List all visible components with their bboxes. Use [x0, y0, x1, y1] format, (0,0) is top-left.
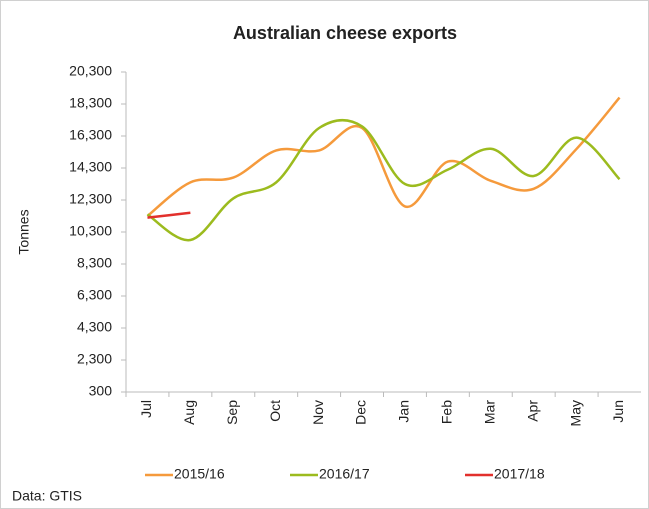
- x-tick-label: Apr: [524, 400, 540, 422]
- x-tick-label: Dec: [353, 400, 369, 425]
- line-series: [146, 96, 621, 217]
- x-tick-label: Nov: [310, 400, 326, 425]
- x-tick-label: Oct: [267, 400, 283, 422]
- legend-label: 2016/17: [319, 466, 370, 482]
- chart-title: Australian cheese exports: [233, 23, 457, 43]
- y-tick-label: 16,300: [69, 127, 112, 143]
- x-tick-label: Jan: [396, 400, 412, 423]
- line-series: [146, 118, 621, 242]
- y-tick-label: 4,300: [77, 319, 112, 335]
- legend-label: 2015/16: [174, 466, 225, 482]
- x-tick-label: Mar: [481, 400, 497, 424]
- x-tick-label: Sep: [224, 400, 240, 425]
- x-tick-label: Aug: [181, 400, 197, 425]
- y-tick-label: 8,300: [77, 255, 112, 271]
- source-note: Data: GTIS: [12, 488, 82, 504]
- y-tick-label: 300: [89, 383, 113, 399]
- x-tick-label: May: [567, 400, 583, 426]
- y-tick-label: 20,300: [69, 63, 112, 79]
- legend-label: 2017/18: [494, 466, 545, 482]
- x-tick-label: Jul: [138, 400, 154, 418]
- line-series: [147, 211, 191, 219]
- x-tick-label: Jun: [610, 400, 626, 423]
- x-tick-label: Feb: [439, 400, 455, 424]
- y-tick-label: 10,300: [69, 223, 112, 239]
- y-tick-label: 12,300: [69, 191, 112, 207]
- y-tick-label: 6,300: [77, 287, 112, 303]
- y-tick-label: 14,300: [69, 159, 112, 175]
- y-tick-label: 18,300: [69, 95, 112, 111]
- y-tick-label: 2,300: [77, 351, 112, 367]
- y-axis-label: Tonnes: [16, 209, 32, 254]
